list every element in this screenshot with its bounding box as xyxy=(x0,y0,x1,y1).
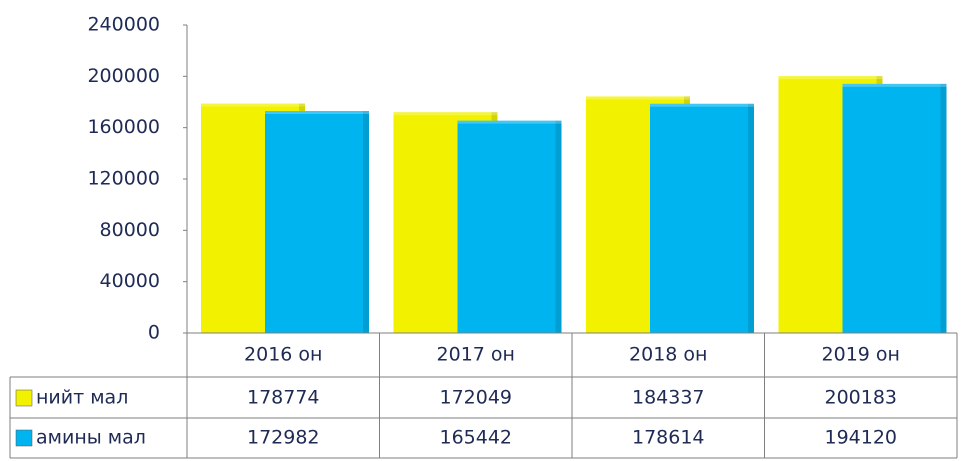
bar-top xyxy=(586,96,690,100)
bar-top xyxy=(650,103,754,107)
y-tick-label: 80000 xyxy=(100,219,160,241)
table-value: 178614 xyxy=(632,427,705,449)
y-tick-label: 200000 xyxy=(87,65,160,87)
legend-label: амины мал xyxy=(36,427,146,449)
legend-swatch xyxy=(15,429,33,447)
y-tick-label: 0 xyxy=(148,322,160,344)
x-tick-label: 2017 он xyxy=(437,344,515,366)
y-tick-label: 120000 xyxy=(87,168,160,190)
legend-label: нийт мал xyxy=(36,387,128,409)
table-value: 172049 xyxy=(439,387,512,409)
bar xyxy=(265,111,369,333)
table-value: 165442 xyxy=(439,427,512,449)
table-value: 200183 xyxy=(824,387,897,409)
bar-shade xyxy=(940,83,947,333)
table-value: 178774 xyxy=(247,387,320,409)
table-value: 194120 xyxy=(824,427,897,449)
bar xyxy=(842,83,947,333)
bar-top xyxy=(778,76,883,80)
bar-top xyxy=(393,112,498,116)
bar-top xyxy=(265,111,369,115)
bar xyxy=(650,103,754,333)
bar-top xyxy=(457,120,562,124)
table-value: 184337 xyxy=(632,387,705,409)
x-tick-label: 2019 он xyxy=(822,344,900,366)
bar-top xyxy=(201,103,305,107)
x-tick-label: 2016 он xyxy=(244,344,322,366)
bar-top xyxy=(842,83,947,87)
bar-shade xyxy=(363,111,369,333)
table-value: 172982 xyxy=(247,427,320,449)
legend-swatch xyxy=(15,389,33,407)
y-tick-label: 240000 xyxy=(87,14,160,36)
bar-shade xyxy=(555,120,562,333)
bar-shade xyxy=(748,103,754,333)
x-tick-label: 2018 он xyxy=(629,344,707,366)
y-tick-label: 40000 xyxy=(100,270,160,292)
bar xyxy=(457,120,562,333)
y-tick-label: 160000 xyxy=(87,116,160,138)
